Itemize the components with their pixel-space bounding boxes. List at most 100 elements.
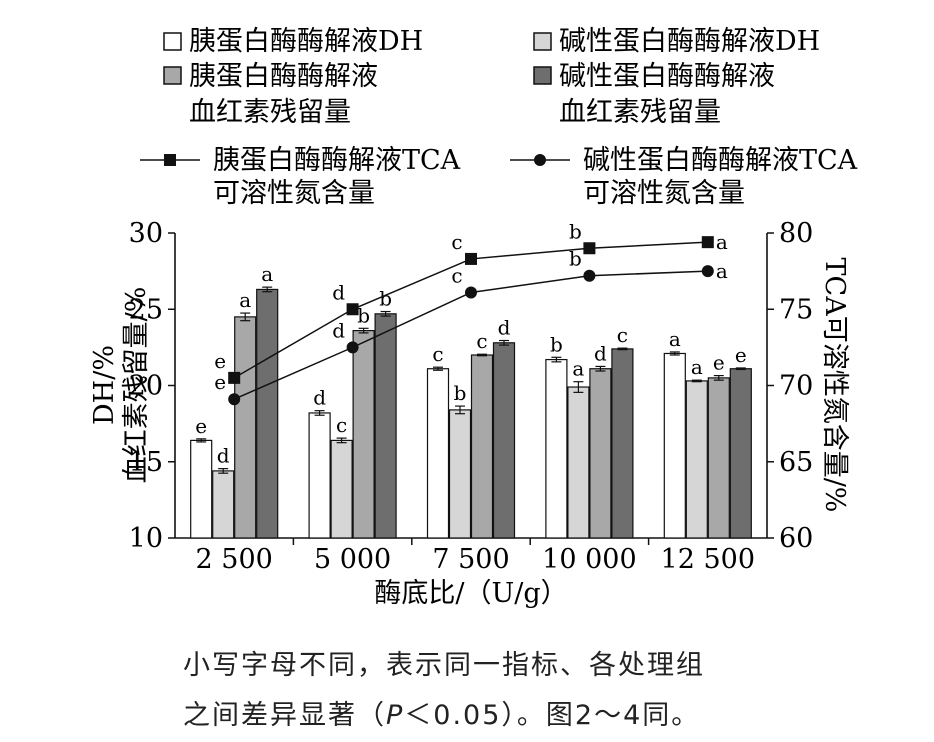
significance-letter: d — [498, 316, 511, 340]
significance-letter: d — [332, 280, 345, 304]
bar — [234, 316, 257, 539]
significance-letter: a — [691, 355, 703, 379]
x-tick-label: 7 500 — [432, 544, 509, 575]
legend-label-alcalase-dh: 碱性蛋白酶酶解液DH — [559, 26, 820, 57]
y-left-tick-label: 20 — [129, 371, 163, 402]
legend-label-trypsin-dh: 胰蛋白酶酶解液DH — [189, 26, 423, 57]
caption-line-1: 小写字母不同，表示同一指标、各处理组 — [183, 650, 705, 681]
significance-letter: e — [214, 370, 226, 394]
bar — [374, 313, 397, 539]
x-tick-label: 12 500 — [661, 544, 755, 575]
bar — [729, 368, 752, 539]
legend-swatch-trypsin-dh — [163, 32, 182, 51]
bar — [308, 412, 331, 539]
y-right-tick-label: 75 — [779, 294, 813, 325]
legend-label-trypsin-tca-b: 可溶性氮含量 — [213, 178, 375, 209]
legend: 胰蛋白酶酶解液DH 碱性蛋白酶酶解液DH 胰蛋白酶酶解液 血红素残留量 碱性蛋白… — [140, 26, 858, 209]
line-point — [346, 303, 359, 316]
bar — [567, 386, 590, 539]
bar — [707, 377, 730, 539]
y-right-tick-label: 80 — [779, 218, 813, 249]
y-axis-left-label-dh: DH/% — [89, 345, 120, 425]
bar — [663, 352, 686, 539]
y-left-tick-label: 15 — [129, 447, 163, 478]
significance-letter: b — [550, 332, 563, 356]
legend-swatch-alcalase-dh — [533, 32, 552, 51]
legend-label-trypsin-tca-a: 胰蛋白酶酶解液TCA — [213, 145, 461, 176]
bar — [685, 380, 708, 539]
legend-label-alcalase-heme-a: 碱性蛋白酶酶解液 — [559, 61, 775, 92]
x-tick-label: 5 000 — [314, 544, 391, 575]
bar — [589, 368, 612, 539]
y-left-tick-label: 25 — [129, 294, 163, 325]
legend-swatch-alcalase-heme — [533, 66, 552, 85]
x-axis-label: 酶底比/（U/g） — [374, 578, 567, 609]
significance-letter: d — [217, 444, 230, 468]
y-left-tick-label: 10 — [129, 523, 163, 554]
caption-p-symbol: P — [386, 700, 405, 731]
bar — [426, 368, 450, 539]
x-tick-label: 2 500 — [196, 544, 273, 575]
significance-letter: b — [569, 219, 582, 243]
bar — [352, 330, 375, 539]
y-left-tick-label: 30 — [129, 218, 163, 249]
caption-line-2: 之间差异显著（P＜0.05）。图2～4同。 — [183, 693, 883, 732]
legend-marker-alcalase-tca — [534, 154, 546, 166]
significance-letter: c — [432, 342, 443, 366]
significance-letter: c — [476, 329, 487, 353]
legend-label-alcalase-tca-b: 可溶性氮含量 — [583, 178, 745, 209]
significance-letter: c — [617, 323, 628, 347]
y-right-tick-label: 70 — [779, 371, 813, 402]
significance-letter: c — [451, 263, 462, 287]
line-point — [228, 393, 241, 406]
line-point — [701, 265, 714, 278]
caption-line-2-start: 之间差异显著（ — [183, 700, 386, 731]
significance-letter: c — [451, 230, 462, 254]
x-tick-label: 10 000 — [542, 544, 636, 575]
significance-letter: b — [569, 247, 582, 271]
significance-letter: d — [313, 386, 326, 410]
y-right-tick-label: 60 — [779, 523, 813, 554]
significance-letter: e — [713, 351, 725, 375]
significance-letter: e — [195, 414, 207, 438]
significance-letter: b — [454, 381, 467, 405]
bar — [190, 439, 213, 539]
bar — [492, 342, 516, 539]
significance-letter: b — [379, 287, 392, 311]
line-point — [583, 242, 596, 255]
bar — [256, 288, 279, 539]
significance-letter: a — [716, 230, 728, 254]
bar — [545, 358, 568, 539]
y-axis-right-label: TCA可溶性氮含量/% — [819, 258, 850, 513]
y-right-tick-label: 65 — [779, 447, 813, 478]
legend-label-trypsin-heme-a: 胰蛋白酶酶解液 — [189, 61, 378, 92]
bar — [448, 409, 472, 539]
y-axis-left-label-heme: 血红素残留量/% — [121, 287, 152, 484]
legend-label-alcalase-heme-b: 血红素残留量 — [559, 97, 721, 128]
significance-letter: e — [735, 343, 747, 367]
significance-letter: a — [572, 357, 584, 381]
bar — [330, 439, 353, 539]
chart: 胰蛋白酶酶解液DH 碱性蛋白酶酶解液DH 胰蛋白酶酶解液 血红素残留量 碱性蛋白… — [89, 26, 858, 609]
line-point — [465, 252, 477, 265]
line-point — [346, 341, 359, 354]
significance-letter: d — [332, 318, 345, 342]
line-point — [583, 269, 596, 282]
line-point — [465, 286, 477, 299]
bar — [470, 354, 494, 539]
significance-letter: a — [669, 327, 681, 351]
caption-line-2-end: ＜0.05）。图2～4同。 — [404, 700, 701, 731]
legend-marker-trypsin-tca — [164, 154, 176, 166]
axis-ticks: 10 15 20 25 30 60 65 70 75 80 2 500 5 000 7 500 10 00… — [129, 218, 814, 575]
significance-letter: d — [594, 341, 607, 365]
legend-swatch-trypsin-heme — [163, 66, 182, 85]
bar — [611, 348, 634, 539]
legend-label-trypsin-heme-b: 血红素残留量 — [189, 97, 351, 128]
significance-letter: a — [261, 262, 273, 286]
significance-letter: a — [239, 288, 251, 312]
significance-letter: a — [716, 259, 728, 283]
significance-letter: c — [336, 413, 347, 437]
line-point — [701, 236, 714, 249]
